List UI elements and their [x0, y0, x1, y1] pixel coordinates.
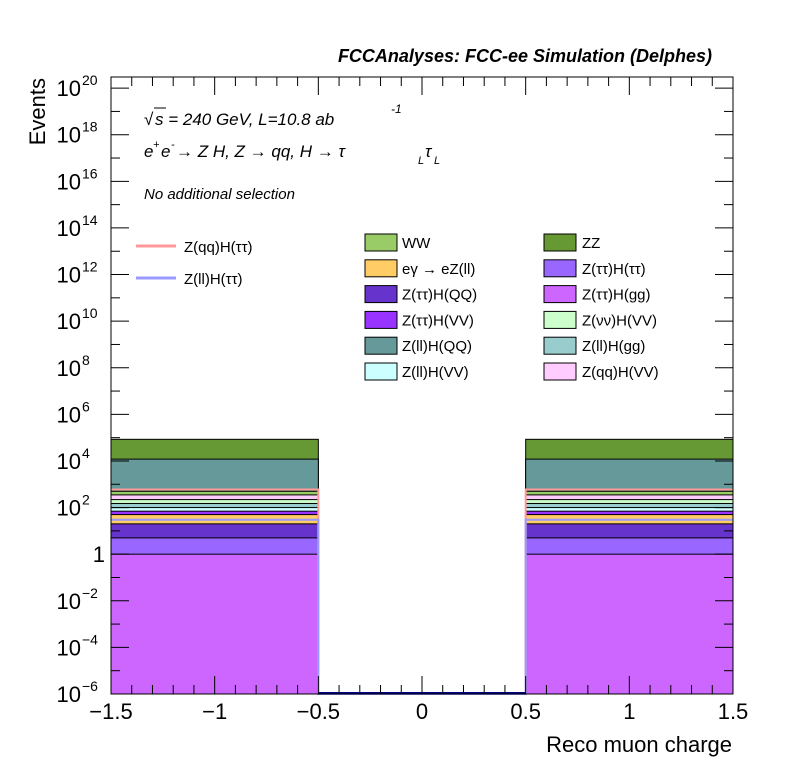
- y-tick-label: 10: [57, 635, 81, 660]
- x-tick-label: −1.5: [89, 699, 132, 724]
- y-tick-exponent: −4: [82, 631, 98, 647]
- y-tick-label: 10: [57, 309, 81, 334]
- y-tick-label: 10: [57, 682, 81, 707]
- legend-label: Z(ll)H(gg): [582, 338, 645, 355]
- process-e: e: [144, 142, 153, 161]
- y-tick-exponent: 10: [82, 305, 98, 321]
- sqrt-symbol: √: [144, 110, 154, 129]
- legend-swatch: [364, 285, 398, 304]
- tau-subscript-2: L: [434, 155, 440, 167]
- y-tick-label: 10: [57, 589, 81, 614]
- x-tick-label: 0: [416, 699, 428, 724]
- y-tick-label: 10: [57, 76, 81, 101]
- legend-lines: Z(qq)H(ττ) Z(ll)H(ττ): [136, 239, 253, 288]
- y-tick-label: 10: [57, 402, 81, 427]
- legend-swatch: [364, 336, 398, 355]
- y-tick-exponent: −2: [82, 585, 98, 601]
- process-plus: +: [153, 139, 160, 151]
- energy-sup: -1: [391, 102, 402, 116]
- y-tick-label: 1: [93, 542, 105, 567]
- x-tick-label: −1: [202, 699, 227, 724]
- y-tick-label: 10: [57, 169, 81, 194]
- y-tick-exponent: 6: [82, 398, 90, 414]
- process-annotation: e + e - → Z H, Z → qq, H → τ L τ L: [144, 139, 440, 167]
- y-axis-title: Events: [25, 78, 50, 145]
- legend-swatch: [543, 362, 577, 381]
- legend-swatch: [364, 362, 398, 381]
- legend-swatch: [364, 310, 398, 329]
- legend-label: Z(qq)H(VV): [582, 364, 659, 381]
- legend-label: Z(ll)H(QQ): [402, 338, 472, 355]
- x-axis-title: Reco muon charge: [546, 732, 732, 757]
- legend-stack: WW eγ → eZ(ll) Z(ττ)H(QQ) Z(ττ)H(VV) Z(ll)H(…: [364, 233, 659, 381]
- legend-swatch: [364, 259, 398, 278]
- x-tick-label: 0.5: [510, 699, 541, 724]
- process-minus: -: [171, 139, 175, 151]
- legend-swatch: [364, 233, 398, 252]
- tau-subscript-1: L: [418, 155, 424, 167]
- legend-swatch: [543, 285, 577, 304]
- y-tick-exponent: 4: [82, 445, 90, 461]
- legend-swatch: [543, 336, 577, 355]
- legend-label: Z(ττ)H(VV): [402, 312, 474, 329]
- x-tick-label: −0.5: [297, 699, 340, 724]
- legend-label: Z(ll)H(VV): [402, 364, 469, 381]
- y-tick-label: 10: [57, 263, 81, 288]
- y-tick-exponent: 16: [82, 165, 98, 181]
- selection-annotation: No additional selection: [144, 186, 295, 203]
- process-main: → Z H, Z → qq, H → τ: [176, 142, 346, 161]
- plot-area: [110, 438, 734, 695]
- legend-label: Z(ττ)H(ττ): [582, 261, 646, 278]
- energy-text: s = 240 GeV, L=10.8 ab: [155, 110, 334, 129]
- y-tick-exponent: −6: [82, 678, 98, 694]
- y-tick-exponent: 8: [82, 352, 90, 368]
- process-e2: e: [161, 142, 170, 161]
- chart-title: FCCAnalyses: FCC-ee Simulation (Delphes): [338, 46, 712, 66]
- energy-annotation: √ s = 240 GeV, L=10.8 ab -1: [144, 102, 402, 129]
- x-tick-label: 1: [623, 699, 635, 724]
- y-tick-label: 10: [57, 356, 81, 381]
- y-tick-label: 10: [57, 496, 81, 521]
- legend-line-label: Z(ll)H(ττ): [184, 271, 243, 288]
- legend-swatch: [543, 310, 577, 329]
- y-tick-label: 10: [57, 216, 81, 241]
- legend-line-label: Z(qq)H(ττ): [184, 239, 253, 256]
- legend-swatch: [543, 233, 577, 252]
- legend-label: Z(ττ)H(gg): [582, 287, 651, 304]
- legend-label: ZZ: [582, 235, 600, 252]
- stack-bar: [110, 553, 319, 695]
- y-tick-label: 10: [57, 449, 81, 474]
- y-tick-exponent: 12: [82, 259, 98, 275]
- y-tick-exponent: 2: [82, 492, 90, 508]
- x-tick-label: 1.5: [718, 699, 749, 724]
- legend-label: Z(ττ)H(QQ): [402, 287, 477, 304]
- y-tick-label: 10: [57, 123, 81, 148]
- legend-label: eγ → eZ(ll): [402, 261, 475, 278]
- stack-bar: [525, 553, 734, 695]
- legend-label: WW: [402, 235, 431, 252]
- y-tick-exponent: 14: [82, 212, 98, 228]
- y-tick-exponent: 20: [82, 72, 98, 88]
- y-tick-exponent: 18: [82, 119, 98, 135]
- legend-label: Z(νν)H(VV): [582, 312, 657, 329]
- tau-2: τ: [425, 142, 433, 161]
- legend-swatch: [543, 259, 577, 278]
- x-axis: −1.5 −1 −0.5 0 0.5 1 1.5: [89, 77, 748, 724]
